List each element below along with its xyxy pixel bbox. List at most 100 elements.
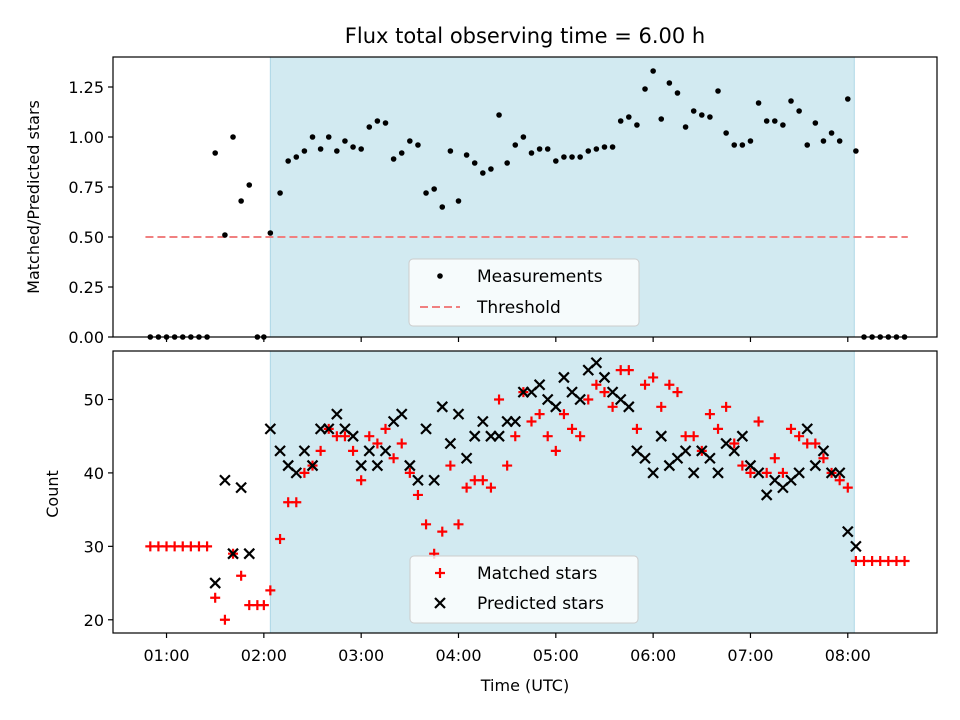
matched-star-point	[494, 394, 505, 405]
bottom-x-tick-label: 01:00	[143, 646, 189, 665]
predicted-star-point	[274, 445, 286, 457]
matched-star-point	[753, 416, 764, 427]
measurement-point	[309, 134, 316, 140]
predicted-star-point	[395, 408, 408, 420]
matched-star-point	[291, 497, 302, 508]
predicted-star-point	[209, 577, 221, 589]
bottom-frame	[112, 350, 938, 634]
predicted-star-point	[623, 401, 635, 413]
predicted-star-point	[590, 356, 603, 369]
matched-star-point	[575, 431, 586, 442]
measurement-point	[342, 138, 348, 144]
predicted-star-point	[558, 371, 570, 384]
matched-star-point	[542, 431, 553, 442]
measurement-point	[390, 156, 397, 162]
x-axis-label: Time (UTC)	[480, 676, 569, 695]
measurement-point	[267, 230, 274, 236]
matched-star-point	[412, 489, 423, 500]
matched-star-point	[558, 409, 569, 420]
measurement-point	[277, 190, 283, 196]
measurement-point	[626, 114, 632, 120]
matched-star-point	[599, 387, 610, 398]
bottom-x-tick-label: 08:00	[825, 646, 871, 665]
predicted-star-point	[801, 423, 814, 435]
predicted-star-point	[687, 467, 700, 479]
measurement-point	[212, 150, 218, 156]
bottom-legend: Matched stars Predicted stars	[409, 555, 639, 624]
predicted-star-point	[736, 430, 749, 442]
measurement-point	[617, 118, 624, 124]
matched-star-point	[729, 438, 740, 449]
predicted-star-point	[452, 408, 465, 420]
measurement-point	[577, 154, 583, 160]
measurement-point	[739, 142, 746, 148]
measurement-point	[496, 112, 502, 118]
legend-box	[409, 555, 639, 624]
measurement-point	[804, 142, 811, 148]
measurement-point	[561, 154, 567, 160]
measurement-point	[463, 152, 470, 158]
matched-star-point	[761, 467, 772, 478]
matched-star-point	[607, 401, 618, 412]
measurement-point	[520, 134, 527, 140]
matched-star-point	[477, 475, 488, 486]
measurement-point	[650, 68, 656, 74]
matched-star-point	[704, 409, 715, 420]
measurement-point	[836, 138, 843, 144]
measurement-point	[658, 116, 665, 122]
measurement-point	[853, 148, 859, 154]
measurement-point	[763, 118, 770, 124]
predicted-star-point	[460, 452, 473, 464]
matched-star-point	[842, 482, 853, 493]
measurement-point	[455, 198, 462, 204]
predicted-star-point	[842, 525, 854, 538]
predicted-star-point	[550, 401, 562, 413]
matched-star-point	[388, 453, 399, 464]
matched-star-point	[299, 467, 310, 478]
matched-star-point	[777, 467, 788, 478]
top-data-marks	[112, 56, 938, 340]
measurement-point	[601, 144, 608, 150]
measurement-point	[480, 170, 486, 176]
measurement-point	[682, 124, 689, 130]
predicted-star-point	[227, 547, 239, 560]
matched-star-point	[713, 423, 724, 434]
measurement-point	[293, 154, 300, 160]
matched-star-point	[794, 431, 805, 442]
predicted-star-point	[493, 430, 505, 442]
measurement-point	[780, 122, 786, 128]
predicted-star-point	[752, 467, 765, 479]
predicted-star-point	[355, 459, 367, 472]
predicted-star-point	[712, 467, 724, 479]
matched-star-point	[445, 460, 456, 471]
measurement-point	[585, 148, 592, 154]
measurement-point	[447, 148, 454, 154]
matched-star-point	[202, 541, 213, 552]
predicted-star-point	[850, 540, 862, 553]
bottom-y-tick-label: 20	[84, 611, 104, 630]
matched-star-point	[583, 394, 594, 405]
measurement-point	[707, 114, 713, 120]
matched-star-point	[550, 445, 561, 456]
measurement-point	[407, 138, 413, 144]
measurement-point	[812, 120, 819, 126]
matched-star-point	[236, 570, 247, 581]
predicted-star-point	[679, 445, 692, 457]
top-y-tick-label: 0.50	[68, 228, 104, 247]
matched-star-point	[348, 445, 359, 456]
measurement-point	[771, 118, 778, 124]
predicted-star-point	[371, 459, 384, 472]
top-y-tick-label: 0.25	[68, 278, 104, 297]
matched-star-point	[721, 401, 732, 412]
bottom-x-tick-label: 02:00	[241, 646, 287, 665]
measurement-point	[439, 204, 446, 210]
matched-star-point	[834, 475, 845, 486]
matched-star-point	[688, 431, 699, 442]
matched-star-point	[461, 482, 472, 493]
legend-measurements-marker	[437, 273, 443, 279]
predicted-star-point	[444, 437, 457, 450]
bottom-x-tick-label: 04:00	[435, 646, 481, 665]
matched-star-point	[899, 556, 910, 567]
predicted-star-point	[598, 371, 611, 384]
